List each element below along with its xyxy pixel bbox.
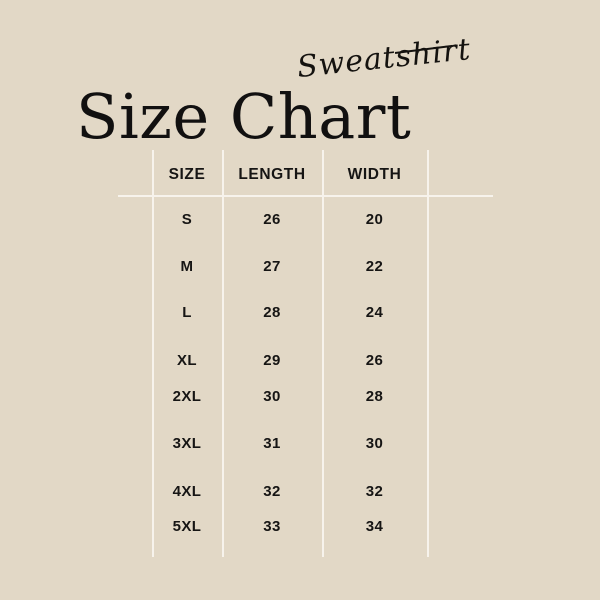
table-row: 24	[365, 304, 384, 321]
table-row: 2XL	[172, 388, 202, 405]
table-row: 26	[263, 211, 281, 228]
table-divider-2	[222, 150, 224, 557]
table-row: 34	[365, 518, 384, 535]
column-header-size: SIZE	[168, 166, 206, 183]
column-header-width: WIDTH	[347, 166, 402, 183]
table-row: 32	[365, 483, 384, 500]
table-row: 28	[365, 388, 384, 405]
table-row: 29	[263, 352, 281, 369]
column-header-length: LENGTH	[238, 166, 306, 183]
table-row: 27	[263, 258, 281, 275]
table-row: 20	[365, 211, 384, 228]
table-row: 22	[365, 258, 384, 275]
table-row: 26	[365, 352, 384, 369]
table-row: M	[180, 258, 194, 275]
table-row: 3XL	[172, 435, 202, 452]
table-row: 32	[263, 483, 281, 500]
table-divider-1	[152, 150, 154, 557]
table-row: 5XL	[172, 518, 202, 535]
table-row: L	[182, 304, 192, 321]
table-header-rule	[118, 195, 493, 197]
table-row: XL	[177, 352, 197, 369]
table-row: S	[181, 211, 193, 228]
table-row: 33	[263, 518, 281, 535]
table-row: 30	[365, 435, 384, 452]
table-row: 4XL	[172, 483, 202, 500]
page-title: Size Chart	[76, 80, 412, 153]
table-row: 30	[263, 388, 281, 405]
table-divider-3	[322, 150, 324, 557]
table-row: 31	[263, 435, 281, 452]
table-divider-4	[427, 150, 429, 557]
table-row: 28	[263, 304, 281, 321]
